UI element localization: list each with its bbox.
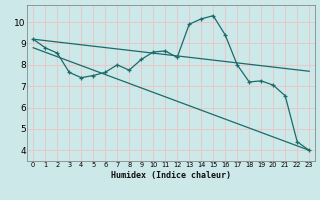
X-axis label: Humidex (Indice chaleur): Humidex (Indice chaleur) <box>111 171 231 180</box>
